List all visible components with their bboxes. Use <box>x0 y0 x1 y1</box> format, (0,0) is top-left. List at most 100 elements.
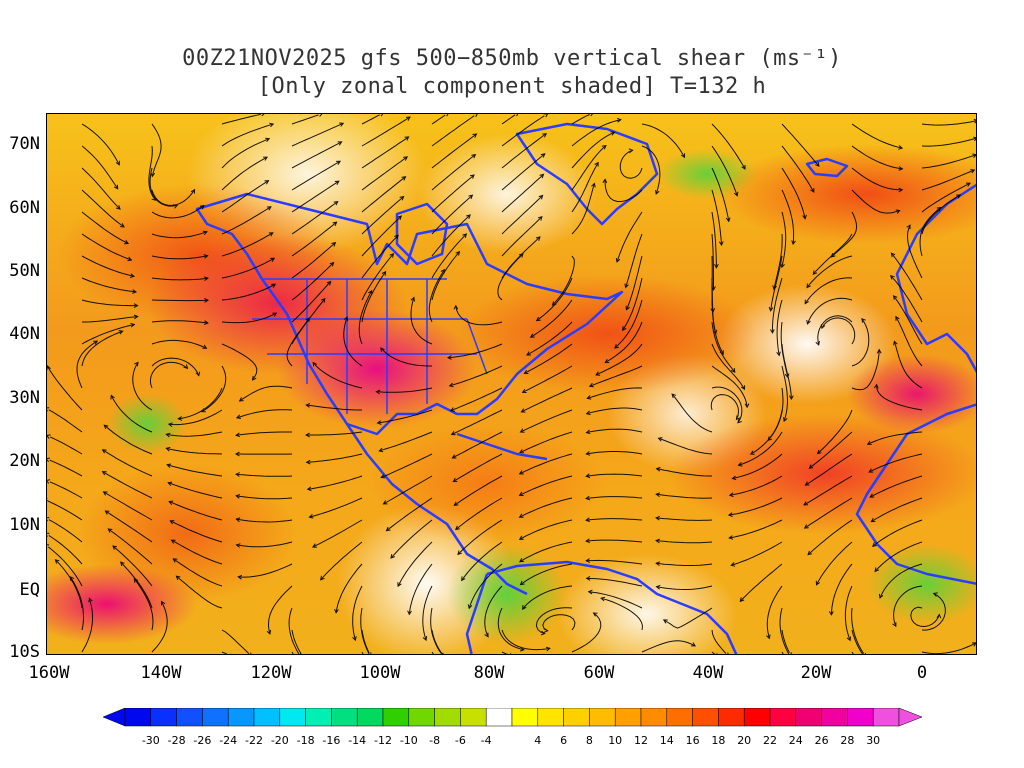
streamline-arrowhead <box>150 172 156 178</box>
streamline <box>519 431 573 454</box>
streamline <box>871 497 923 523</box>
colorbar-label: -24 <box>219 734 237 747</box>
streamline <box>501 629 550 651</box>
streamline <box>921 592 946 631</box>
streamline-arrowhead <box>874 567 879 573</box>
streamline <box>361 215 402 257</box>
streamline <box>895 316 923 367</box>
streamline-arrowhead <box>655 515 660 521</box>
streamline <box>807 297 853 325</box>
streamline-arrowhead <box>235 432 241 438</box>
streamline-arrowhead <box>270 257 276 262</box>
streamline-arrowhead <box>389 253 395 258</box>
streamline <box>221 257 275 279</box>
colorbar-label: -10 <box>400 734 418 747</box>
streamline <box>102 449 153 477</box>
streamline <box>501 174 544 213</box>
streamline <box>431 115 475 147</box>
streamline <box>431 233 467 279</box>
streamline <box>408 563 433 615</box>
streamline-arrowhead <box>473 114 478 118</box>
streamline-arrowhead <box>375 389 381 395</box>
hudson-bay-outline <box>395 202 449 266</box>
streamline-arrowhead <box>381 270 387 276</box>
streamline-arrowhead <box>390 553 395 559</box>
streamline-arrowhead <box>906 224 911 230</box>
streamline-arrowhead <box>103 424 109 430</box>
streamline-arrowhead <box>130 322 136 328</box>
south-america-outline <box>465 560 738 654</box>
streamline-arrowhead <box>382 500 388 505</box>
streamline <box>168 482 223 499</box>
streamline-arrowhead <box>540 630 546 636</box>
lon-tick-0: 0 <box>916 663 928 683</box>
streamline-arrowhead <box>376 420 382 425</box>
streamline <box>781 629 790 653</box>
streamline <box>663 607 713 629</box>
streamline <box>455 305 503 326</box>
streamline <box>501 216 543 257</box>
streamline-arrowhead <box>586 395 592 400</box>
streamline <box>455 497 503 530</box>
colorbar-high-arrow <box>898 708 923 727</box>
streamline-arrowhead <box>410 296 415 302</box>
streamline <box>658 437 713 455</box>
europe-africa-outline <box>855 183 976 585</box>
streamline-arrowhead <box>380 347 385 352</box>
streamline-arrowhead <box>518 253 524 258</box>
lon-tick-40w: 40W <box>692 663 724 683</box>
streamline <box>452 431 503 459</box>
streamline-arrowhead <box>461 576 466 582</box>
streamline-arrowhead <box>101 449 107 454</box>
streamline <box>383 475 433 505</box>
streamline-arrowhead <box>890 252 896 258</box>
streamline-arrowhead <box>484 632 489 638</box>
streamline <box>169 501 223 521</box>
streamline <box>50 436 83 455</box>
streamline <box>711 167 730 222</box>
streamline-arrowhead <box>251 375 257 381</box>
streamline <box>306 404 362 411</box>
colorbar-box <box>124 708 152 727</box>
streamline <box>521 387 573 413</box>
streamline <box>641 145 661 195</box>
streamline <box>641 123 685 158</box>
streamline-arrowhead <box>329 261 335 267</box>
streamline-arrowhead <box>973 118 976 124</box>
streamline <box>805 453 853 486</box>
streamline-arrowhead <box>780 263 785 269</box>
streamline <box>804 277 853 304</box>
streamline <box>729 475 783 496</box>
streamline-arrowhead <box>590 114 593 117</box>
streamline <box>776 299 783 356</box>
colorbar-box <box>872 708 900 727</box>
streamline-arrowhead <box>115 205 121 210</box>
streamline-arrowhead <box>113 184 119 190</box>
streamline-arrowhead <box>306 486 312 492</box>
colorbar-label: 24 <box>789 734 803 747</box>
streamline-arrowhead <box>735 415 741 421</box>
streamline <box>831 211 858 258</box>
streamline-arrowhead <box>343 316 349 321</box>
streamline <box>641 640 696 653</box>
streamline <box>151 339 207 349</box>
streamline <box>625 255 643 310</box>
streamline <box>526 321 573 356</box>
streamline <box>110 395 153 433</box>
streamline <box>816 541 853 586</box>
streamline-arrowhead <box>816 449 822 455</box>
streamline-arrowhead <box>615 257 621 263</box>
lat-tick-30n: 30N <box>9 388 40 408</box>
streamline-arrowhead <box>769 329 775 334</box>
streamline <box>844 585 853 641</box>
streamline <box>524 343 573 374</box>
streamline-arrowhead <box>587 589 593 595</box>
streamline <box>49 481 83 499</box>
streamline <box>869 475 923 498</box>
streamline <box>879 563 923 599</box>
colorbar-box <box>692 708 719 727</box>
streamline <box>81 167 121 210</box>
streamline <box>221 206 272 235</box>
streamline <box>817 315 853 345</box>
streamline <box>306 431 363 436</box>
